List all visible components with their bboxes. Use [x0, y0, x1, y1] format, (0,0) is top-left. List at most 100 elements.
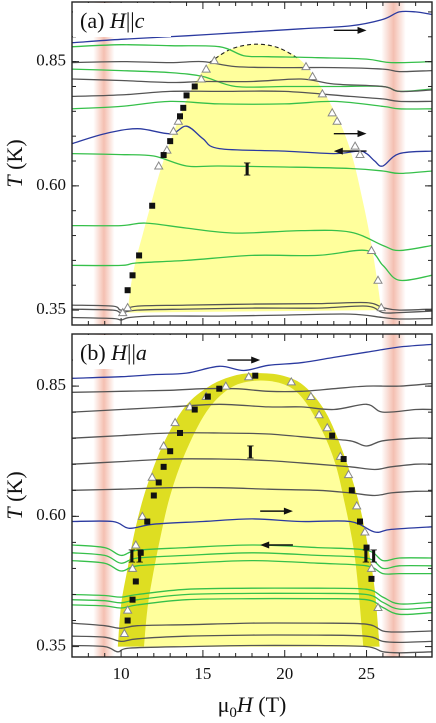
panel-title: (a) H||c: [73, 3, 171, 37]
triangle-marker: [360, 526, 370, 536]
square-marker: [180, 104, 187, 111]
triangle-marker: [327, 107, 338, 117]
field-band: [93, 2, 115, 325]
series-line: [72, 222, 432, 252]
square-marker: [160, 463, 167, 470]
square-marker: [329, 432, 336, 439]
series-line: [72, 518, 432, 533]
triangle-marker: [196, 74, 207, 83]
triangle-marker: [220, 381, 231, 390]
square-marker: [348, 487, 355, 494]
field-band: [381, 2, 406, 325]
series-line: [72, 305, 432, 314]
y-tick-label: 0.60: [36, 175, 66, 194]
square-marker: [183, 92, 190, 99]
series-line: [72, 152, 432, 175]
panel-a: I 0.35 0.60 0.85 (a) H||c T (K): [2, 1, 433, 326]
shared-labels: 10 15 20 25 μ0H (T): [113, 664, 375, 721]
x-axis-label: μ0H (T): [218, 692, 287, 721]
triangle-marker: [137, 511, 148, 520]
triangle-marker: [122, 605, 133, 614]
series-line: [72, 78, 432, 93]
square-marker: [204, 393, 211, 400]
triangle-marker: [209, 55, 220, 65]
triangle-marker: [168, 126, 179, 135]
y-tick-label: 0.35: [36, 635, 66, 654]
region-label: II: [362, 546, 378, 568]
series-line: [72, 592, 432, 610]
series-line: [72, 403, 432, 413]
series-line: [72, 644, 432, 654]
y-axis-label: T (K): [2, 471, 27, 519]
region-label: I: [246, 441, 254, 463]
series-line: [72, 622, 432, 633]
square-marker: [137, 549, 144, 556]
series-line: [72, 458, 432, 471]
square-marker: [129, 596, 136, 603]
square-marker: [177, 113, 183, 120]
series-line: [72, 301, 432, 311]
triangle-marker: [306, 391, 316, 401]
field-band: [93, 334, 115, 657]
triangle-marker: [373, 275, 383, 284]
square-marker: [155, 479, 162, 486]
triangle-marker: [162, 145, 172, 154]
square-marker: [167, 138, 174, 145]
sweep-arrow: [333, 147, 367, 155]
square-marker: [357, 518, 363, 525]
triangle-marker: [119, 628, 130, 638]
square-marker: [191, 83, 198, 90]
series-line: [72, 90, 432, 103]
triangle-marker: [301, 61, 311, 71]
series-line: [72, 100, 432, 110]
series-line: [72, 125, 432, 167]
series-line: [72, 559, 432, 575]
triangle-marker: [117, 307, 128, 317]
triangle-marker: [322, 422, 333, 432]
series-line: [72, 343, 432, 379]
square-marker: [124, 287, 131, 294]
square-marker: [149, 202, 156, 209]
triangle-marker: [173, 116, 184, 125]
triangle-marker: [130, 539, 141, 549]
series-line: [72, 313, 432, 321]
triangle-marker: [317, 88, 328, 98]
panel-b: III II0.350.600.85(b) H||aT (K): [2, 333, 433, 658]
triangle-marker: [373, 602, 383, 612]
square-marker: [124, 617, 131, 624]
triangle-marker: [351, 500, 362, 510]
series-line: [72, 634, 432, 644]
triangle-marker: [350, 141, 360, 150]
triangle-marker: [366, 563, 377, 572]
sweep-arrow: [333, 26, 367, 34]
sweep-arrow: [227, 356, 261, 364]
series-line: [72, 432, 432, 447]
y-tick-label: 0.85: [36, 51, 66, 70]
panel-title: (b) H||a: [73, 335, 171, 369]
region-label: II: [128, 546, 144, 568]
square-marker: [144, 518, 151, 525]
svg-text:(b) H||a: (b) H||a: [80, 340, 147, 365]
triangle-marker: [307, 71, 318, 81]
series-line: [72, 552, 432, 570]
phase-boundary-dashed: [209, 43, 300, 64]
series-line: [72, 544, 432, 562]
series-line: [72, 382, 432, 393]
triangle-marker: [147, 472, 158, 481]
x-tick-label: 20: [276, 664, 293, 683]
square-marker: [340, 456, 347, 463]
triangle-marker: [314, 409, 324, 419]
triangle-marker: [355, 149, 365, 159]
square-marker: [129, 272, 136, 279]
series-line: [72, 587, 432, 605]
triangle-marker: [332, 116, 342, 125]
triangle-marker: [376, 302, 387, 312]
series-line: [72, 597, 432, 616]
square-marker: [368, 575, 375, 582]
sweep-arrow: [333, 130, 367, 138]
region-label: I: [243, 159, 251, 181]
triangle-marker: [127, 563, 138, 572]
triangle-marker: [170, 417, 180, 427]
triangle-marker: [122, 302, 133, 312]
